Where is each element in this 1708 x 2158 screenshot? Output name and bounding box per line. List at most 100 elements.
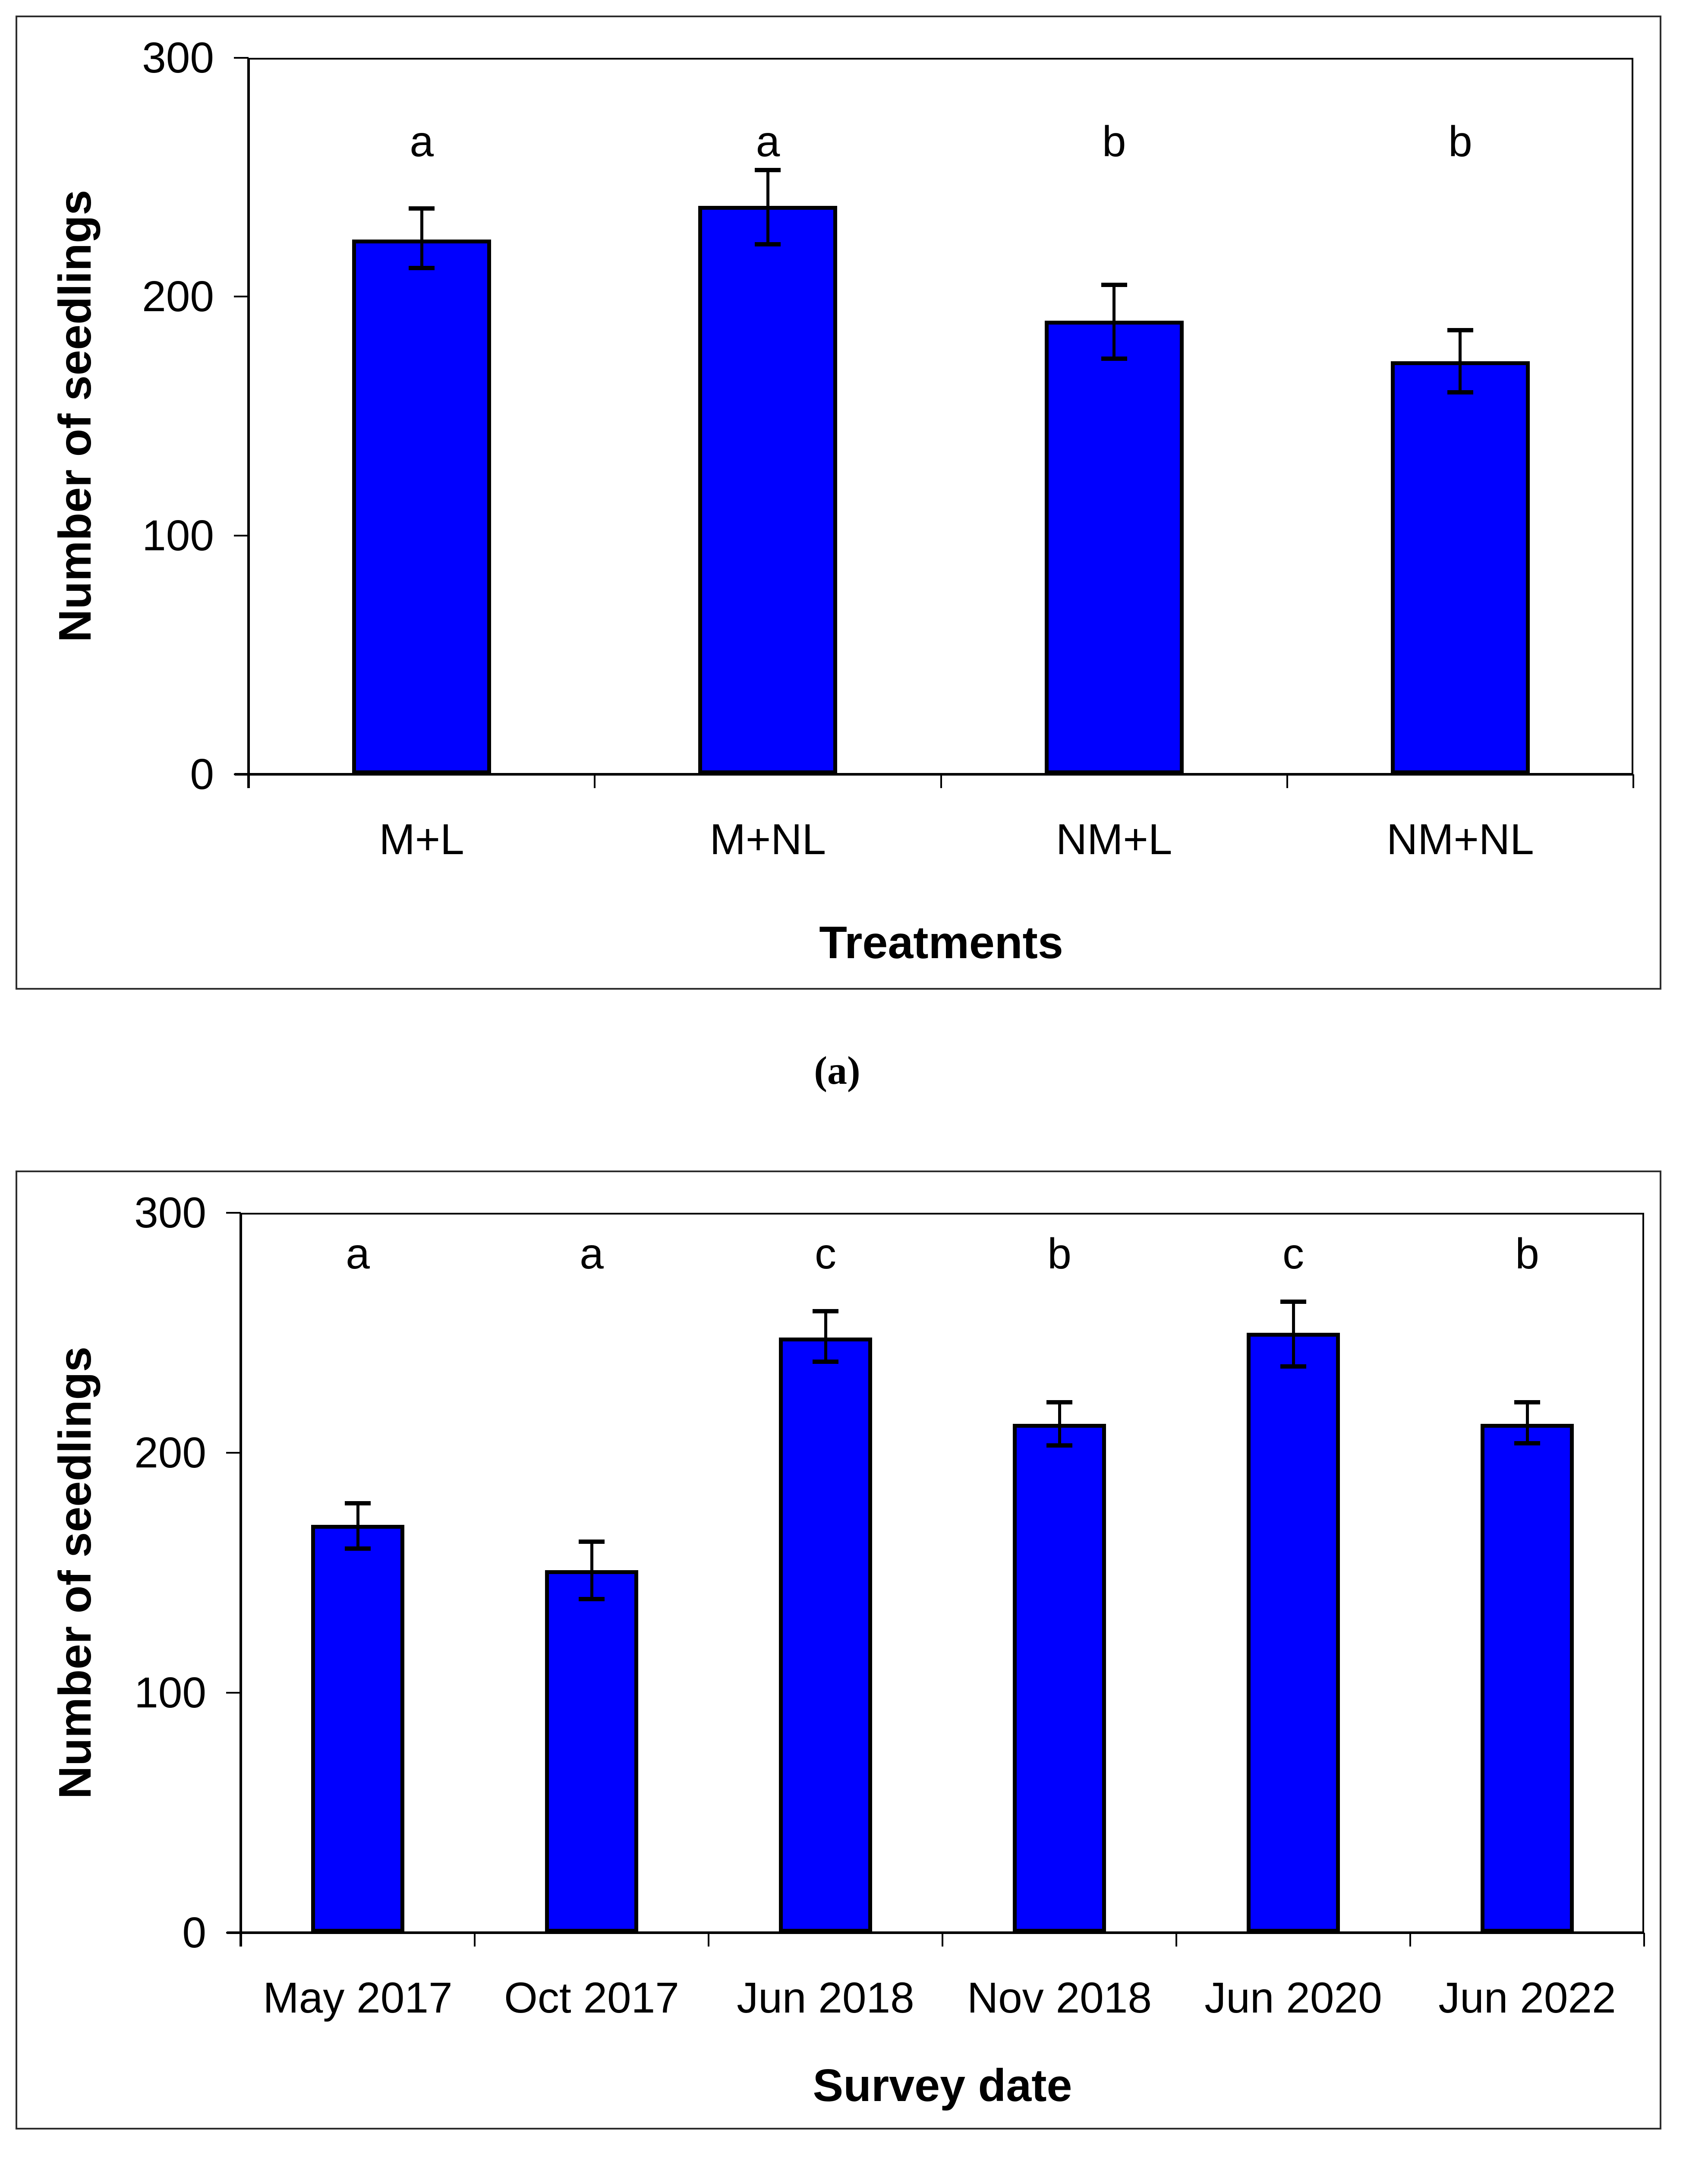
error-bar-line — [420, 208, 423, 268]
y-axis-tick — [234, 57, 249, 59]
x-axis-title-b: Survey date — [813, 2060, 1072, 2111]
bar-jun-2022 — [1481, 1424, 1574, 1933]
error-bar-cap-top — [755, 168, 781, 173]
y-axis-tick — [226, 1452, 241, 1454]
plot-frame-top-border — [249, 58, 1633, 60]
error-bar-line — [1459, 330, 1462, 392]
error-bar-cap-top — [1280, 1299, 1306, 1304]
y-axis-title-b: Number of seedlings — [50, 1346, 101, 1799]
significance-letter: b — [1047, 1229, 1071, 1278]
bar-m+nl — [698, 206, 838, 774]
significance-letter: a — [756, 117, 780, 166]
x-axis-line — [227, 1931, 1644, 1934]
error-bar-cap-bottom — [1101, 357, 1127, 361]
x-category-label: May 2017 — [263, 1974, 453, 2022]
panel-caption-a: (a) — [814, 1048, 860, 1092]
x-axis-tick — [1286, 774, 1288, 788]
bar-m+l — [352, 239, 492, 774]
y-axis-tick — [226, 1692, 241, 1694]
error-bar-cap-bottom — [409, 265, 435, 270]
plot-area-a: 0 100 200 300 a M+L a M+NL b NM+L b NM+NL — [142, 34, 1634, 864]
significance-letter: c — [815, 1229, 836, 1278]
x-axis-tick — [1643, 1933, 1645, 1947]
x-axis-tick — [940, 774, 942, 788]
x-axis-tick — [942, 1933, 943, 1947]
plot-frame-top-border — [241, 1213, 1644, 1215]
x-axis-line — [235, 773, 1633, 776]
x-axis-tick — [474, 1933, 476, 1947]
y-tick-label: 200 — [142, 272, 214, 321]
y-axis-tick — [234, 534, 249, 536]
y-tick-label: 300 — [142, 34, 214, 82]
y-axis-tick — [226, 1932, 241, 1934]
significance-letter: a — [346, 1229, 370, 1278]
x-category-label: M+L — [379, 815, 464, 864]
y-axis-tick — [234, 296, 249, 298]
x-category-label: NM+L — [1056, 815, 1172, 864]
plot-frame-right-border — [1642, 1213, 1644, 1933]
significance-letter: b — [1515, 1229, 1539, 1278]
bar-nm+nl — [1390, 361, 1530, 774]
x-axis-tick — [1175, 1933, 1177, 1947]
x-axis-tick — [594, 774, 596, 788]
x-category-label: Jun 2018 — [737, 1974, 914, 2022]
error-bar-line — [766, 170, 769, 244]
y-axis-tick — [234, 773, 249, 775]
x-axis-tick — [708, 1933, 709, 1947]
error-bar-cap-top — [1046, 1400, 1072, 1405]
y-tick-label: 100 — [134, 1669, 206, 1717]
x-axis-tick — [1632, 774, 1634, 788]
significance-letter: a — [580, 1229, 604, 1278]
bar-jun-2020 — [1247, 1333, 1340, 1933]
y-tick-label: 0 — [182, 1909, 206, 1957]
chart-panel-b: Number of seedlings 0 100 200 300 a May 2017 a… — [16, 1170, 1661, 2130]
error-bar-line — [1112, 284, 1116, 359]
x-axis-title-a: Treatments — [819, 917, 1063, 968]
significance-letter: a — [410, 117, 434, 166]
y-tick-label: 200 — [134, 1429, 206, 1477]
bar-may-2017 — [311, 1524, 404, 1933]
y-tick-label: 0 — [190, 750, 214, 798]
x-category-label: M+NL — [709, 815, 826, 864]
y-axis-tick — [226, 1212, 241, 1214]
error-bar-cap-bottom — [1280, 1364, 1306, 1369]
bar-nov-2018 — [1013, 1424, 1106, 1933]
plot-area-b: 0 100 200 300 a May 2017 a Oct 2017 c Jun 2018 b No… — [134, 1189, 1645, 2022]
error-bar-cap-top — [1447, 328, 1473, 332]
error-bar-cap-top — [1514, 1400, 1540, 1405]
y-axis-line — [247, 58, 250, 788]
x-category-label: Oct 2017 — [504, 1974, 679, 2022]
bar-jun-2018 — [779, 1338, 872, 1933]
significance-letter: b — [1448, 117, 1472, 166]
error-bar-cap-top — [1101, 282, 1127, 287]
error-bar-cap-bottom — [1514, 1441, 1540, 1445]
x-category-label: Jun 2022 — [1438, 1974, 1616, 2022]
error-bar-cap-bottom — [1447, 390, 1473, 394]
error-bar-cap-top — [579, 1539, 605, 1544]
x-category-label: Jun 2020 — [1204, 1974, 1382, 2022]
error-bar-cap-top — [409, 206, 435, 211]
y-axis-title-a: Number of seedlings — [50, 189, 101, 643]
bar-oct-2017 — [545, 1570, 638, 1933]
error-bar-line — [590, 1541, 593, 1600]
x-axis-tick — [1409, 1933, 1411, 1947]
significance-letter: b — [1102, 117, 1126, 166]
error-bar-cap-bottom — [813, 1359, 838, 1364]
x-category-label: NM+NL — [1387, 815, 1534, 864]
significance-letter: c — [1283, 1229, 1304, 1278]
error-bar-cap-top — [813, 1309, 838, 1313]
error-bar-cap-bottom — [755, 242, 781, 246]
y-tick-label: 300 — [134, 1189, 206, 1237]
bar-nm+l — [1044, 320, 1184, 774]
y-axis-line — [239, 1213, 242, 1947]
y-tick-label: 100 — [142, 511, 214, 560]
plot-frame-right-border — [1632, 58, 1633, 774]
error-bar-cap-bottom — [345, 1546, 371, 1551]
error-bar-cap-bottom — [1046, 1443, 1072, 1448]
error-bar-line — [1525, 1402, 1529, 1443]
x-category-label: Nov 2018 — [967, 1974, 1152, 2022]
error-bar-line — [1292, 1301, 1295, 1366]
chart-panel-a: Number of seedlings 0 100 200 300 a M+L a M+NL b… — [16, 16, 1661, 990]
error-bar-line — [356, 1503, 359, 1549]
error-bar-line — [824, 1311, 827, 1362]
